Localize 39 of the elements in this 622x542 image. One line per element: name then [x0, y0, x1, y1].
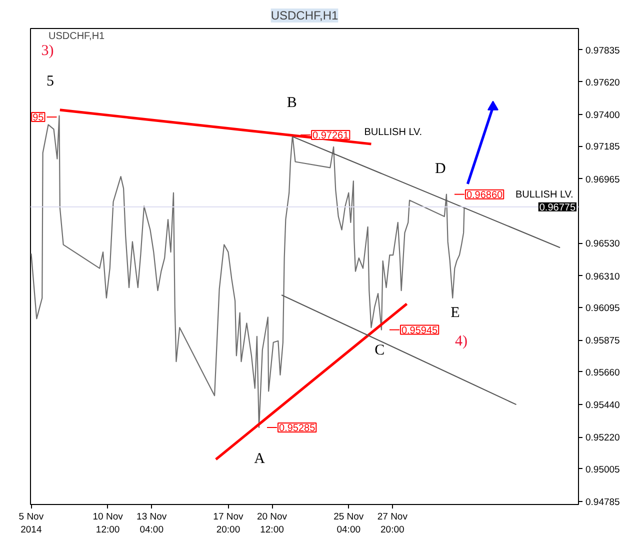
- data-label: 0.95945: [401, 325, 438, 336]
- y-tick-label: 0.96965: [586, 174, 620, 186]
- y-tick-label: 0.97620: [586, 77, 620, 88]
- x-tick-label: 20 Nov 12:00: [256, 512, 288, 536]
- annotation: 4): [454, 334, 468, 350]
- data-label: 0.97261: [312, 130, 350, 142]
- y-tick-label: 0.96310: [586, 271, 620, 282]
- data-label: 0.96860: [466, 190, 504, 201]
- y-tick-label: 0.97400: [586, 110, 620, 121]
- x-tick-label: 17 Nov 20:00: [213, 512, 244, 536]
- annotation: 5: [46, 73, 54, 90]
- annotation: C: [374, 342, 385, 358]
- y-tick-label: 0.95440: [586, 400, 620, 412]
- y-tick-label: 0.96530: [586, 238, 620, 250]
- annotation: BULLISH LV.: [364, 127, 422, 138]
- annotation: A: [254, 450, 266, 467]
- data-label: 0.95285: [279, 423, 316, 434]
- x-tick-label: 25 Nov 04:00: [334, 512, 364, 536]
- annotation: E: [450, 305, 460, 322]
- y-tick-label: 0.94785: [586, 497, 620, 508]
- chart-subtitle: USDCHF,H1: [48, 31, 106, 42]
- y-tick-label: 0.95220: [586, 432, 620, 444]
- chart-title: USDCHF,H1: [270, 8, 338, 22]
- x-tick-label: 5 Nov 2014: [18, 512, 44, 536]
- ref-line-label: 0.96775: [539, 202, 576, 214]
- y-tick-label: 0.96095: [586, 303, 620, 314]
- y-tick-label: 0.97835: [586, 45, 620, 56]
- annotation: B: [286, 94, 297, 111]
- y-tick-label: 0.95660: [586, 367, 620, 378]
- x-tick-label: 27 Nov 20:00: [377, 512, 408, 536]
- annotation: D: [434, 160, 446, 177]
- y-tick-label: 0.97185: [586, 142, 620, 153]
- annotation: 3): [41, 42, 54, 59]
- y-tick-label: 0.95875: [586, 336, 620, 347]
- y-tick-label: 0.95005: [586, 464, 620, 476]
- x-tick-label: 10 Nov 12:00: [92, 512, 124, 536]
- annotation: 95: [32, 112, 44, 124]
- x-tick-label: 13 Nov 04:00: [136, 512, 167, 536]
- annotation: BULLISH LV.: [515, 190, 574, 201]
